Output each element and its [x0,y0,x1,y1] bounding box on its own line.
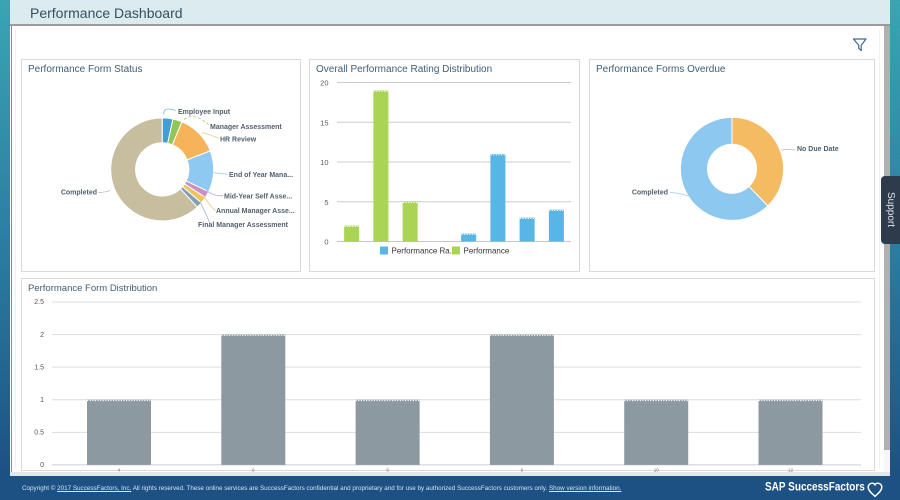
svg-text:2: 2 [40,332,44,339]
svg-text:12: 12 [788,468,794,473]
svg-text:10: 10 [320,158,328,167]
svg-text:5: 5 [324,198,328,207]
svg-text:0: 0 [324,238,328,247]
svg-text:1.5: 1.5 [34,364,44,371]
svg-text:4: 4 [118,468,121,473]
svg-text:HR Review: HR Review [220,137,257,144]
svg-text:2.5: 2.5 [34,299,44,306]
svg-text:Performance: Performance [464,247,510,256]
svg-text:10: 10 [654,468,660,473]
svg-text:Annual Manager Asse...: Annual Manager Asse... [216,208,295,215]
svg-text:Mid-Year Self Asse...: Mid-Year Self Asse... [224,194,292,201]
svg-text:1: 1 [40,397,44,404]
svg-text:Manager Assessment: Manager Assessment [210,124,282,131]
svg-text:0: 0 [40,462,44,469]
svg-text:End of Year Mana...: End of Year Mana... [229,172,293,179]
svg-text:Final Manager Assessment: Final Manager Assessment [198,222,289,229]
svg-text:20: 20 [320,79,328,88]
svg-text:Employee Input: Employee Input [178,109,231,116]
svg-text:6: 6 [252,468,255,473]
svg-text:Completed: Completed [632,190,668,197]
svg-text:0.5: 0.5 [34,430,44,437]
svg-text:No Due Date: No Due Date [797,146,839,153]
svg-text:9: 9 [521,468,524,473]
svg-text:15: 15 [320,118,328,127]
svg-text:Completed: Completed [61,190,97,197]
svg-text:8: 8 [386,468,389,473]
svg-text:Performance Ra...: Performance Ra... [392,247,457,256]
